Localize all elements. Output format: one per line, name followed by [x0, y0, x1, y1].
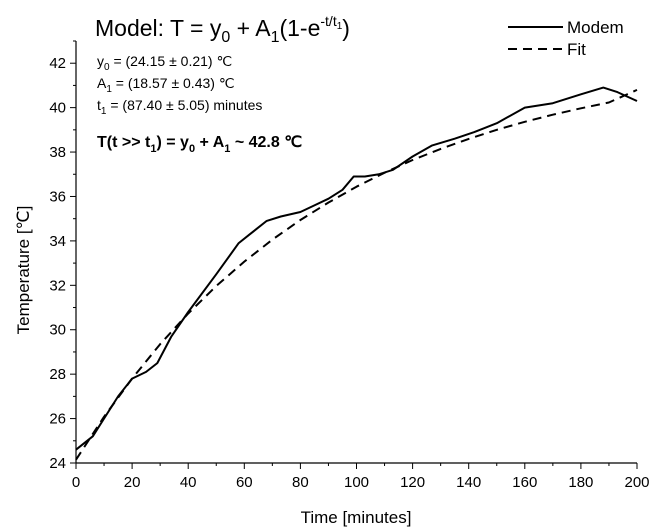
- x-tick-label: 80: [292, 474, 309, 491]
- x-tick-label: 20: [124, 474, 141, 491]
- x-tick-label: 160: [512, 474, 537, 491]
- x-tick-label: 40: [180, 474, 197, 491]
- annotation-t1: t1 = (87.40 ± 5.05) minutes: [97, 97, 262, 117]
- y-axis-label: Temperature [℃]: [14, 206, 33, 335]
- x-tick-label: 180: [568, 474, 593, 491]
- y-tick-label: 32: [49, 277, 66, 294]
- y-tick-label: 28: [49, 366, 66, 383]
- x-tick-label: 200: [624, 474, 649, 491]
- annotation-limit: T(t >> t1) = y0 + A1 ~ 42.8 ℃: [97, 134, 302, 155]
- legend: Modem Fit: [508, 18, 624, 59]
- x-tick-label: 0: [72, 474, 80, 491]
- series-line-modem: [75, 86, 638, 451]
- chart-title: Model: T = y0 + A1(1-e-t/t1): [95, 13, 350, 46]
- y-tick-label: 34: [49, 233, 66, 250]
- series-layer: [75, 86, 638, 461]
- x-tick-label: 60: [236, 474, 253, 491]
- annotation-y0: y0 = (24.15 ± 0.21) ℃: [97, 53, 232, 73]
- legend-fit-label: Fit: [567, 40, 586, 59]
- x-tick-label: 100: [344, 474, 369, 491]
- x-tick-label: 120: [400, 474, 425, 491]
- axis-ticks: 0 20 40 60 80 100 120 140 160 180 200 24 26 28 30 32 34 3…: [49, 40, 650, 491]
- y-tick-label: 40: [49, 100, 66, 117]
- y-tick-label: 30: [49, 322, 66, 339]
- x-axis-label: Time [minutes]: [301, 508, 412, 527]
- y-tick-label: 24: [49, 455, 66, 472]
- x-tick-label: 140: [456, 474, 481, 491]
- series-line-fit: [75, 88, 638, 461]
- y-tick-label: 36: [49, 188, 66, 205]
- y-tick-label: 38: [49, 144, 66, 161]
- legend-modem-label: Modem: [567, 18, 624, 37]
- y-tick-label: 26: [49, 411, 66, 428]
- annotation-a1: A1 = (18.57 ± 0.43) ℃: [97, 75, 235, 95]
- y-tick-label: 42: [49, 55, 66, 72]
